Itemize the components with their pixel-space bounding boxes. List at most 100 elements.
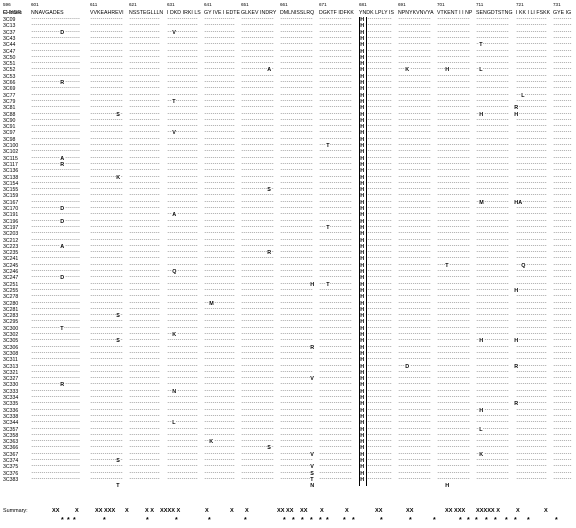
alignment-dashes: ---------------- [280, 218, 313, 224]
mutation-residue: K [405, 67, 410, 74]
alignment-dashes: --------------- [204, 48, 235, 54]
mutation-residue: T [310, 476, 314, 483]
alignment-dashes: --------------- [204, 73, 235, 79]
alignment-dashes: --------------- [204, 363, 235, 369]
alignment-dashes: --------------- [167, 161, 198, 167]
alignment-dashes: ---------------- [359, 420, 392, 426]
reference-sequence-segment: SENGDTSTNG [476, 10, 513, 16]
alignment-dashes: --------------- [516, 42, 547, 48]
alignment-dashes: ---------------- [398, 445, 431, 451]
alignment-dashes: --------------- [129, 376, 160, 382]
alignment-dashes: ------------------------ [31, 275, 80, 281]
alignment-dashes: ---------------- [280, 458, 313, 463]
alignment-dashes: ---------------- [90, 451, 123, 457]
alignment-dashes: ---------------- [319, 67, 352, 73]
clone-label: 3C376 [3, 470, 19, 477]
alignment-dashes: --------- [553, 439, 572, 445]
alignment-dashes: ---------------- [241, 269, 274, 274]
alignment-dashes: ---------------- [90, 275, 123, 281]
alignment-dashes: --------------- [516, 357, 547, 363]
alignment-dashes: ---------------- [476, 161, 509, 167]
residue-number: 621 [129, 2, 137, 7]
conserved-residue: H [360, 306, 365, 313]
alignment-dashes: ---------------- [319, 73, 352, 79]
alignment-dashes: --------- [553, 29, 572, 35]
alignment-dashes: --------------- [204, 388, 235, 394]
alignment-dashes: --------------- [167, 256, 198, 262]
alignment-dashes: --------------- [129, 174, 160, 180]
mutation-residue: K [209, 439, 214, 446]
clone-label: 3C363 [3, 439, 19, 446]
alignment-dashes: ---------------- [359, 250, 392, 256]
alignment-dashes: --------- [553, 243, 572, 249]
clone-label: 3C383 [3, 476, 19, 483]
conserved-residue: H [360, 98, 365, 105]
alignment-dashes: --------------- [129, 86, 160, 92]
alignment-dashes: ---------------- [319, 149, 352, 155]
alignment-dashes: --------------- [129, 161, 160, 167]
alignment-dashes: ------------------------ [31, 420, 80, 426]
alignment-dashes: ---------------- [241, 61, 274, 67]
alignment-dashes: --------------- [204, 445, 235, 451]
alignment-dashes: --------------- [167, 73, 198, 79]
alignment-dashes: ---------------- [398, 218, 431, 224]
reference-sequence-segment: I KK I LI FSKK [516, 10, 551, 16]
alignment-dashes: ---------------- [359, 155, 392, 161]
clone-label: 3C196 [3, 218, 19, 225]
alignment-dashes: ---------------- [359, 80, 392, 85]
alignment-dashes: ---------------- [280, 130, 313, 136]
alignment-dashes: ------------------------ [31, 300, 80, 306]
alignment-dashes: ---------------- [319, 426, 352, 432]
residue-number: 651 [241, 2, 249, 7]
alignment-dashes: ---------------- [476, 470, 509, 476]
conserved-residue: H [360, 136, 365, 143]
alignment-dashes: ---------------- [90, 105, 123, 111]
mutation-residue: H [514, 111, 519, 118]
alignment-dashes: ---------------- [319, 306, 352, 312]
clones-header: C lones [3, 10, 22, 16]
conserved-residue: H [360, 325, 365, 332]
alignment-dashes: ---------------- [319, 237, 352, 243]
conserved-residue: H [360, 243, 365, 250]
alignment-dashes: ---------------- [241, 470, 274, 476]
residue-number: 721 [516, 2, 524, 7]
alignment-dashes: ---------------- [398, 306, 431, 312]
alignment-dashes: --------------- [167, 180, 198, 186]
alignment-dashes: ---------------- [476, 275, 509, 281]
alignment-dashes: ---------------- [359, 168, 392, 174]
alignment-dashes: ---------------- [90, 369, 123, 375]
alignment-dashes: ---------------- [241, 262, 274, 268]
alignment-dashes: ------------------------ [31, 388, 80, 394]
alignment-dashes: --------------- [204, 35, 235, 41]
alignment-dashes: ---------------- [398, 111, 431, 117]
alignment-dashes: --------------- [129, 35, 160, 41]
alignment-dashes: ---------------- [476, 206, 509, 211]
alignment-dashes: ---------------- [437, 143, 470, 148]
alignment-dashes: ---------------- [437, 111, 470, 117]
alignment-dashes: ------------------------ [31, 432, 80, 438]
alignment-dashes: ---------------- [398, 143, 431, 148]
clone-label: 3C97 [3, 130, 16, 137]
alignment-dashes: --------- [553, 42, 572, 48]
conserved-residue: H [360, 319, 365, 326]
clone-label: 3C247 [3, 275, 19, 282]
alignment-dashes: --------------- [516, 363, 547, 369]
alignment-dashes: ---------------- [476, 350, 509, 356]
mutation-residue: S [116, 111, 121, 118]
alignment-dashes: --------- [553, 105, 572, 111]
alignment-dashes: --------------- [204, 313, 235, 319]
alignment-dashes: ---------------- [476, 35, 509, 41]
alignment-dashes: ------------------------ [31, 344, 80, 350]
alignment-dashes: ---------------- [359, 193, 392, 199]
clone-label: 3C235 [3, 250, 19, 257]
alignment-dashes: ---------------- [319, 105, 352, 111]
alignment-dashes: ---------------- [476, 395, 509, 400]
alignment-dashes: --------------- [516, 92, 547, 98]
alignment-dashes: ---------------- [359, 413, 392, 419]
summary-variable-mark: XX [52, 508, 60, 514]
alignment-dashes: ------------------------ [31, 243, 80, 249]
alignment-dashes: ---------------- [241, 294, 274, 300]
alignment-dashes: ---------------- [359, 124, 392, 130]
clone-label: 3C90 [3, 117, 16, 124]
alignment-dashes: ------------------------ [31, 86, 80, 92]
